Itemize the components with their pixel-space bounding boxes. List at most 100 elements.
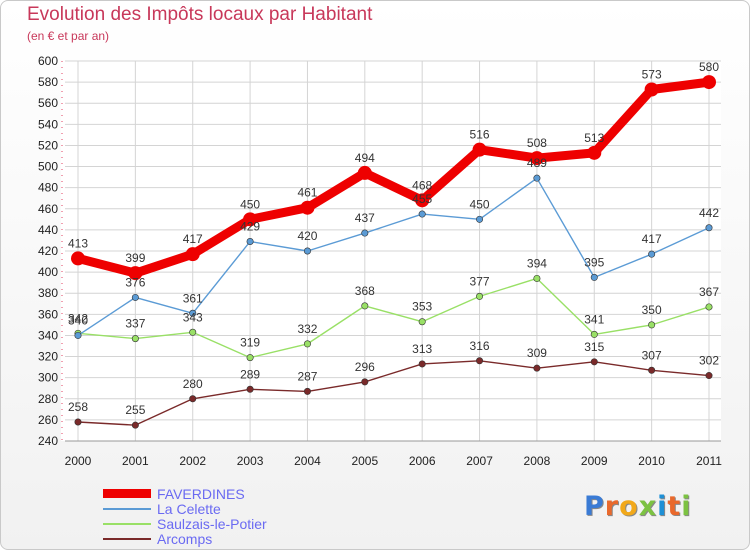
y-tick-label: 580 (38, 75, 58, 89)
legend-item-saulzais: Saulzais-le-Potier (103, 515, 267, 532)
legend-label-saulzais: Saulzais-le-Potier (157, 515, 267, 532)
data-point-saulzais-le-potier (648, 321, 656, 329)
data-label-la-celette: 437 (355, 211, 375, 225)
logo-letter: i (657, 491, 668, 522)
data-point-la-celette (246, 238, 254, 246)
y-tick-label: 600 (38, 54, 58, 68)
data-point-arcomps (476, 357, 484, 365)
data-label-faverdines: 413 (68, 236, 88, 250)
y-tick-label: 440 (38, 223, 58, 237)
y-tick-label: 360 (38, 307, 58, 321)
data-point-saulzais-le-potier (246, 354, 254, 362)
data-point-saulzais-le-potier (131, 335, 139, 343)
y-tick-label: 560 (38, 96, 58, 110)
y-tick-label: 300 (38, 371, 58, 385)
y-tick-label: 520 (38, 138, 58, 152)
legend-swatch-saulzais (103, 522, 151, 525)
logo-letter: t (667, 491, 682, 522)
data-point-faverdines (415, 193, 430, 208)
chart-subtitle: (en € et par an) (27, 29, 110, 43)
data-point-saulzais-le-potier (476, 292, 484, 300)
data-label-arcomps: 258 (68, 400, 88, 414)
data-point-saulzais-le-potier (533, 274, 541, 282)
data-point-arcomps (246, 385, 254, 393)
data-point-arcomps (590, 358, 598, 366)
data-label-arcomps: 307 (642, 348, 662, 362)
data-label-faverdines: 580 (699, 60, 719, 74)
data-point-faverdines (357, 165, 372, 180)
data-label-arcomps: 316 (470, 339, 490, 353)
data-label-arcomps: 302 (699, 354, 719, 368)
data-label-la-celette: 429 (240, 220, 260, 234)
data-point-la-celette (705, 224, 713, 232)
y-tick-label: 240 (38, 434, 58, 448)
data-label-faverdines: 513 (584, 131, 604, 145)
logo-letter: x (638, 491, 658, 522)
data-point-saulzais-le-potier (303, 340, 311, 348)
data-point-la-celette (303, 247, 311, 255)
data-label-la-celette: 417 (642, 232, 662, 246)
series-line-la-celette (77, 177, 710, 337)
series-line-arcomps (77, 360, 710, 426)
data-label-arcomps: 280 (183, 377, 203, 391)
data-label-saulzais-le-potier: 367 (699, 285, 719, 299)
data-label-faverdines: 516 (470, 128, 490, 142)
data-point-la-celette (189, 309, 197, 317)
data-point-la-celette (418, 210, 426, 218)
data-point-arcomps (418, 360, 426, 368)
logo-letter: o (619, 491, 639, 522)
data-label-la-celette: 376 (125, 275, 145, 289)
data-label-saulzais-le-potier: 337 (125, 317, 145, 331)
data-point-faverdines (702, 75, 716, 90)
data-label-la-celette: 489 (527, 156, 547, 170)
data-label-faverdines: 417 (183, 232, 203, 246)
data-point-arcomps (131, 421, 139, 429)
data-label-arcomps: 315 (584, 340, 604, 354)
data-point-faverdines (644, 82, 659, 97)
data-point-la-celette (131, 293, 139, 301)
series-line-faverdines (76, 77, 710, 278)
data-label-faverdines: 494 (355, 151, 375, 165)
x-tick-label: 2001 (122, 454, 149, 468)
y-tick-label: 320 (38, 350, 58, 364)
data-point-la-celette (533, 174, 541, 182)
data-point-faverdines (587, 145, 602, 160)
series-line-saulzais-le-potier (77, 277, 710, 359)
data-label-saulzais-le-potier: 341 (584, 312, 604, 326)
x-tick-label: 2005 (351, 454, 378, 468)
y-tick-label: 260 (38, 413, 58, 427)
legend: FAVERDINES La Celette Saulzais-le-Potier… (103, 486, 267, 547)
data-point-la-celette (361, 229, 369, 237)
y-tick-label: 460 (38, 202, 58, 216)
data-point-la-celette (74, 331, 82, 339)
data-point-la-celette (648, 250, 656, 258)
legend-item-la-celette: La Celette (103, 501, 267, 517)
data-point-arcomps (533, 364, 541, 372)
data-label-saulzais-le-potier: 353 (412, 300, 432, 314)
data-label-arcomps: 287 (297, 369, 317, 383)
data-point-la-celette (590, 273, 598, 281)
data-point-faverdines (71, 251, 85, 266)
y-tick-label: 380 (38, 286, 58, 300)
y-tick-label: 540 (38, 117, 58, 131)
data-label-saulzais-le-potier: 342 (68, 311, 88, 325)
data-label-saulzais-le-potier: 350 (642, 303, 662, 317)
x-tick-label: 2004 (294, 454, 321, 468)
x-tick-label: 2011 (696, 454, 722, 468)
data-label-faverdines: 461 (297, 186, 317, 200)
data-label-arcomps: 296 (355, 360, 375, 374)
data-label-la-celette: 340 (68, 313, 88, 327)
data-label-faverdines: 468 (412, 178, 432, 192)
x-tick-label: 2003 (237, 454, 264, 468)
y-tick-label: 280 (38, 392, 58, 406)
data-label-la-celette: 361 (183, 291, 203, 305)
data-label-saulzais-le-potier: 377 (470, 274, 490, 288)
x-tick-label: 2000 (65, 454, 92, 468)
x-tick-label: 2008 (524, 454, 551, 468)
data-point-arcomps (303, 387, 311, 395)
data-label-la-celette: 395 (584, 255, 604, 269)
data-point-arcomps (189, 395, 197, 403)
data-point-arcomps (648, 366, 656, 374)
y-tick-label: 400 (38, 265, 58, 279)
